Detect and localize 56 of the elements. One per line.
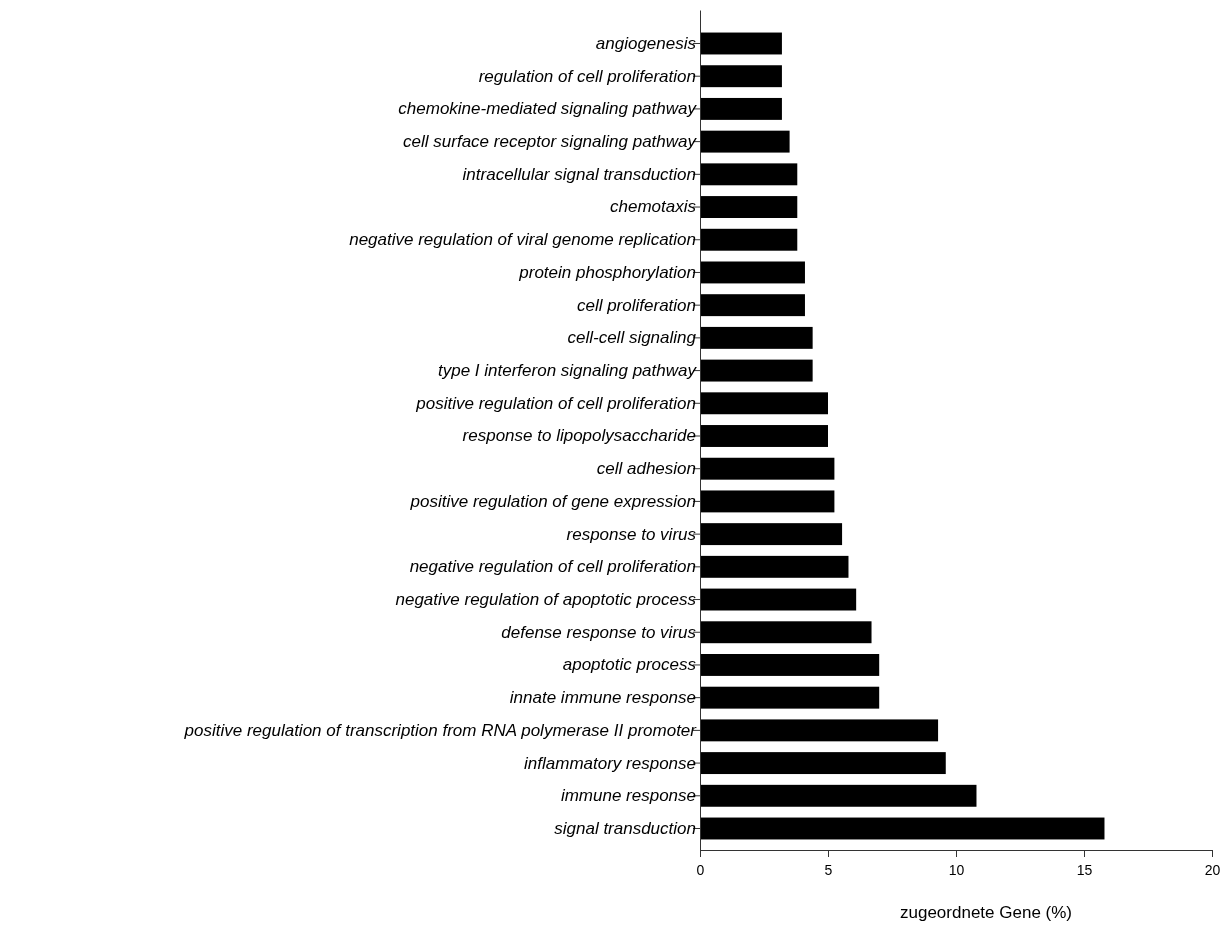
x-tick-label: 10: [948, 862, 965, 879]
y-tick-label: immune response: [560, 786, 696, 806]
bar: [700, 130, 790, 153]
bar: [700, 621, 872, 644]
y-tick-label: response to lipopolysaccharide: [462, 426, 696, 446]
x-tick-label: 0: [696, 862, 705, 879]
bar: [700, 457, 835, 480]
y-tick-label: positive regulation of transcription from RNA polymerase II promoter: [183, 720, 698, 740]
bar: [700, 32, 782, 55]
y-tick-label: positive regulation of cell proliferation: [415, 393, 696, 413]
y-tick-label: negative regulation of cell proliferation: [409, 557, 696, 577]
bar: [700, 817, 1105, 840]
y-tick-label: negative regulation of viral genome replication: [349, 230, 696, 250]
y-tick-label: cell adhesion: [596, 459, 696, 479]
x-tick-label: 20: [1204, 862, 1221, 879]
bar: [700, 97, 782, 120]
y-tick-label: regulation of cell proliferation: [478, 66, 696, 86]
y-tick-label: chemokine-mediated signaling pathway: [398, 99, 698, 119]
bar: [700, 228, 798, 251]
y-tick-label: angiogenesis: [595, 33, 697, 53]
bar: [700, 294, 805, 317]
y-tick-label: protein phosphorylation: [518, 262, 696, 282]
x-tick-label: 5: [824, 862, 833, 879]
bar: [700, 555, 849, 578]
bar: [700, 359, 813, 382]
bar: [700, 196, 798, 218]
y-tick-label: negative regulation of apoptotic process: [395, 589, 697, 609]
bar: [700, 163, 798, 186]
bar: [700, 752, 946, 775]
x-tick-label: 15: [1076, 862, 1093, 879]
y-tick-label: inflammatory response: [524, 753, 696, 773]
x-axis-title: zugeordnete Gene (%): [900, 903, 1072, 922]
y-tick-label: apoptotic process: [562, 655, 697, 675]
bar: [700, 490, 835, 513]
y-tick-label: chemotaxis: [610, 197, 697, 217]
y-tick-label: cell surface receptor signaling pathway: [403, 132, 698, 152]
bar: [700, 326, 813, 349]
y-tick-label: cell-cell signaling: [567, 328, 697, 348]
bar: [700, 261, 805, 284]
bar: [700, 719, 939, 742]
bar: [700, 686, 880, 709]
y-tick-label: cell proliferation: [576, 295, 696, 315]
bar: [700, 654, 880, 676]
y-tick-label: response to virus: [566, 524, 697, 544]
y-tick-label: signal transduction: [554, 818, 696, 838]
bar: [700, 65, 782, 88]
y-tick-label: defense response to virus: [501, 622, 697, 642]
bar: [700, 784, 977, 807]
bar: [700, 588, 857, 611]
bar: [700, 392, 828, 415]
bar: [700, 523, 843, 546]
y-tick-label: intracellular signal transduction: [462, 164, 696, 184]
y-tick-label: innate immune response: [509, 688, 696, 708]
bar: [700, 425, 828, 447]
y-tick-label: type I interferon signaling pathway: [438, 361, 698, 381]
y-tick-label: positive regulation of gene expression: [409, 491, 696, 511]
